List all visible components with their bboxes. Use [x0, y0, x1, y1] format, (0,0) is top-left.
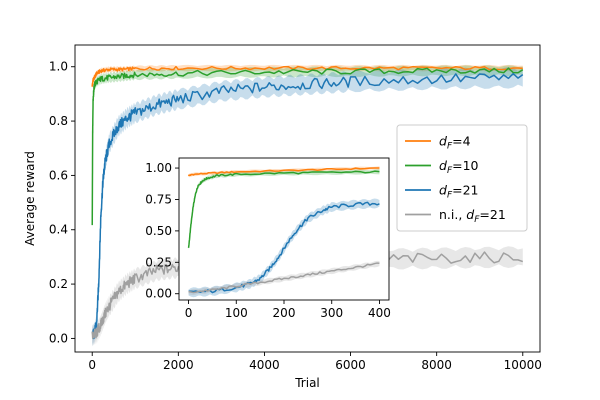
x-axis-label: Trial — [294, 376, 320, 390]
legend-box — [396, 124, 528, 232]
main-x-tick-label: 4000 — [249, 358, 280, 372]
inset-line-dF10 — [187, 170, 380, 248]
inset-x-tick-label: 300 — [320, 306, 343, 320]
legend-label-dF21: dF=21 — [439, 183, 479, 201]
main-y-tick-label: 0.0 — [49, 331, 68, 345]
main-x-tick-label: 6000 — [335, 358, 366, 372]
inset-band-dF10 — [188, 169, 380, 250]
inset-y-tick-label: 0.75 — [145, 192, 172, 206]
main-line-dF4 — [91, 65, 523, 87]
inset-line-dF4 — [187, 167, 380, 177]
inset-y-tick-label: 1.00 — [145, 161, 172, 175]
legend-label-dF10: dF=10 — [439, 158, 479, 176]
main-frame — [74, 44, 541, 353]
inset-line-ni21 — [188, 262, 380, 294]
legend: dF=4 dF=10 dF=21 n.i., dF=21 — [396, 124, 528, 232]
main-line-dF21 — [91, 72, 524, 340]
main-x-tick-label: 8000 — [421, 358, 452, 372]
inset-y-tick-label: 0.00 — [145, 287, 172, 301]
main-y-tick-label: 0.2 — [49, 277, 68, 291]
inset-axes: 0 100 200 300 400 0.00 0.25 0.50 0.75 1.00 — [145, 157, 391, 320]
inset-x-tick-label: 100 — [225, 306, 248, 320]
y-axis-label: Average reward — [23, 151, 37, 246]
main-y-tick-label: 0.6 — [49, 168, 68, 182]
main-y-tick-label: 1.0 — [49, 60, 68, 74]
inset-y-tick-label: 0.50 — [145, 224, 172, 238]
inset-y-tick-label: 0.25 — [145, 255, 172, 269]
inset-series-lines — [187, 167, 380, 294]
main-y-tick-label: 0.4 — [49, 223, 68, 237]
inset-x-tick-label: 400 — [368, 306, 391, 320]
inset-panel — [179, 158, 389, 300]
inset-x-tick-label: 200 — [273, 306, 296, 320]
main-y-tick-label: 0.8 — [49, 114, 68, 128]
main-line-dF10 — [91, 67, 524, 226]
main-x-tick-label: 2000 — [163, 358, 194, 372]
main-x-tick-label: 10000 — [504, 358, 542, 372]
main-x-tick-label: 0 — [88, 358, 96, 372]
legend-label-dF4: dF=4 — [439, 134, 471, 152]
legend-label-ni21: n.i., dF=21 — [439, 207, 506, 225]
inset-background — [179, 158, 389, 300]
inset-x-tick-label: 0 — [185, 306, 193, 320]
